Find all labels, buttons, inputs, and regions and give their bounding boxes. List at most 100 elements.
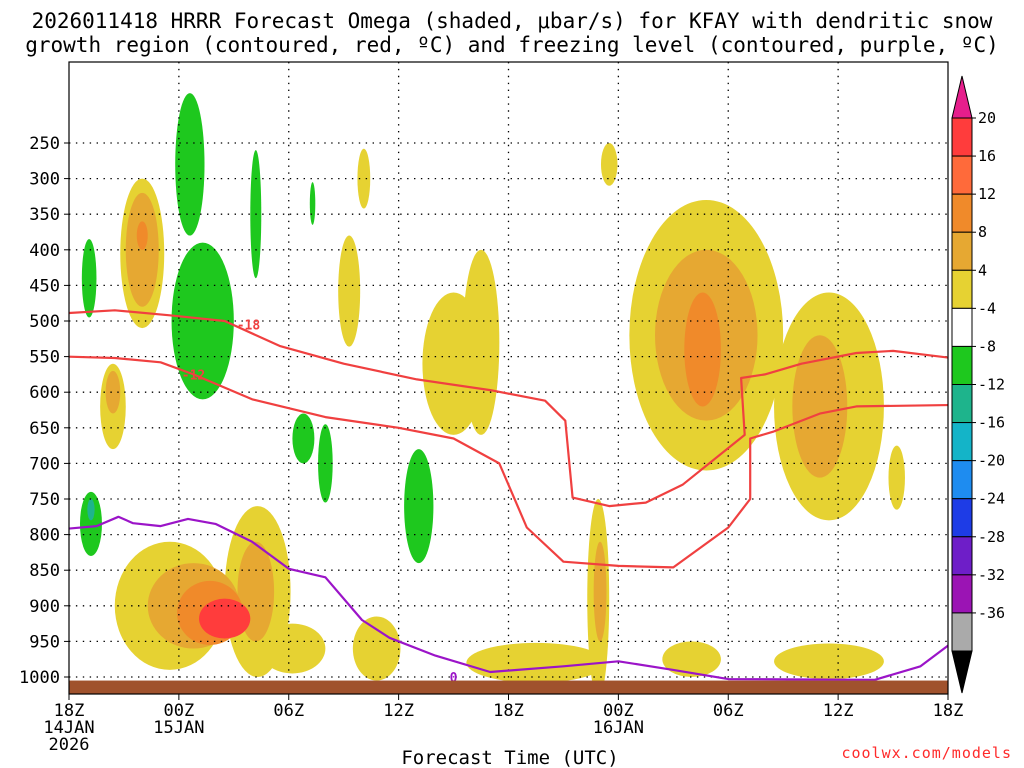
x-tick-label-0-line2: 14JAN: [43, 718, 94, 738]
x-tick-label-0-line1: 18Z: [54, 701, 85, 721]
dendritic-contour-0: [69, 309, 948, 508]
y-tick-label-800: 800: [29, 526, 60, 546]
colorbar-swatch-4: [951, 269, 973, 309]
y-tick-label-850: 850: [29, 561, 60, 581]
omega-region-positive-4-12: [338, 235, 361, 347]
y-tick-label-1000: 1000: [19, 668, 60, 688]
colorbar-swatch-7: [951, 384, 973, 424]
colorbar-swatch-13: [951, 612, 973, 652]
colorbar-label-11: -28: [978, 528, 1005, 546]
x-tick-label-12-line1: 06Z: [273, 701, 304, 721]
x-tick-label-48-line1: 18Z: [933, 701, 964, 721]
y-tick-label-650: 650: [29, 419, 60, 439]
colorbar-swatch-11: [951, 536, 973, 576]
omega-region-positive-12-2: [136, 221, 148, 250]
colorbar-swatch-12: [951, 574, 973, 614]
colorbar: 20 16 12 8 4 -4 -8 -12 -16 -20 -24 -28 -32 -36: [951, 75, 1005, 694]
y-tick-label-750: 750: [29, 490, 60, 510]
colorbar-label-10: -24: [978, 490, 1005, 508]
omega-region-negative-4-36: [292, 413, 315, 464]
x-tick-label-36-line1: 06Z: [713, 701, 744, 721]
contour-lines: -18 -12 0: [69, 309, 948, 686]
x-tick-label-24-line1: 18Z: [493, 701, 524, 721]
x-tick-label-30-line1: 00Z: [603, 701, 634, 721]
y-tick-label-600: 600: [29, 383, 60, 403]
x-tick-label-30-line2: 16JAN: [593, 718, 644, 738]
colorbar-swatch-5: [951, 307, 973, 347]
contour-label-1: -12: [182, 368, 205, 383]
colorbar-swatch-8: [951, 422, 973, 462]
colorbar-label-7: -12: [978, 376, 1005, 394]
credit-text: coolwx.com/models: [841, 744, 1012, 762]
omega-region-negative-4-31: [309, 182, 316, 225]
y-tick-label-450: 450: [29, 276, 60, 296]
omega-shading: [79, 93, 905, 694]
omega-region-positive-4-13: [357, 148, 371, 209]
omega-region-negative-12-35: [87, 499, 95, 521]
freezing-level-contour-2: [69, 515, 948, 681]
dendritic-contour-1: [69, 355, 948, 569]
y-tick-label-400: 400: [29, 241, 60, 261]
colorbar-label-9: -20: [978, 452, 1005, 470]
colorbar-swatch-10: [951, 498, 973, 538]
omega-region-positive-12-23: [684, 292, 721, 407]
omega-region-positive-8-25: [792, 335, 848, 478]
colorbar-label-5: -4: [978, 299, 996, 317]
colorbar-label-13: -36: [978, 604, 1005, 622]
colorbar-top-arrow: [951, 75, 973, 119]
x-tick-label-6-line1: 00Z: [164, 701, 195, 721]
colorbar-label-6: -8: [978, 337, 996, 355]
y-axis: 250 300 350 400 450 500 550 600 650 700 750 800 850 9…: [19, 134, 69, 688]
omega-region-positive-4-20: [600, 143, 618, 186]
x-tick-label-6-line2: 15JAN: [153, 718, 204, 738]
omega-region-negative-4-29: [175, 93, 205, 236]
x-tick-label-0-line3: 2026: [49, 735, 90, 755]
omega-region-positive-4-27: [662, 641, 721, 677]
colorbar-label-8: -16: [978, 414, 1005, 432]
colorbar-label-2: 12: [978, 185, 996, 203]
colorbar-swatch-1: [951, 155, 973, 195]
omega-region-negative-4-32: [171, 242, 234, 400]
colorbar-bottom-arrow: [951, 650, 973, 694]
plot-grid: [69, 62, 948, 694]
x-axis-label: Forecast Time (UTC): [401, 747, 618, 768]
colorbar-label-1: 16: [978, 147, 996, 165]
colorbar-swatch-2: [951, 193, 973, 233]
y-tick-label-900: 900: [29, 597, 60, 617]
omega-region-positive-4-14: [352, 616, 401, 681]
y-tick-label-300: 300: [29, 170, 60, 190]
omega-region-positive-4-11: [259, 623, 326, 674]
colorbar-label-4: 4: [978, 261, 987, 279]
colorbar-label-12: -32: [978, 566, 1005, 584]
y-tick-label-250: 250: [29, 134, 60, 154]
x-tick-label-18-line1: 12Z: [383, 701, 414, 721]
omega-region-negative-4-38: [404, 449, 434, 564]
contour-label-2: 0: [450, 671, 458, 686]
omega-region-positive-4-17: [466, 642, 606, 683]
colorbar-label-0: 20: [978, 109, 996, 127]
omega-region-positive-8-4: [105, 370, 121, 414]
colorbar-swatch-9: [951, 460, 973, 500]
colorbar-swatch-0: [951, 117, 973, 157]
y-tick-label-500: 500: [29, 312, 60, 332]
colorbar-swatch-6: [951, 345, 973, 385]
colorbar-label-3: 8: [978, 223, 987, 241]
y-tick-label-350: 350: [29, 205, 60, 225]
chart-title-line-2: growth region (contoured, red, ºC) and f…: [25, 33, 999, 57]
omega-region-negative-4-33: [81, 239, 97, 318]
ground-layer: [69, 680, 948, 694]
omega-region-positive-4-28: [774, 643, 884, 680]
colorbar-swatch-3: [951, 231, 973, 271]
omega-region-positive-8-19: [593, 541, 607, 642]
y-tick-label-700: 700: [29, 454, 60, 474]
contour-label-0: -18: [237, 319, 261, 334]
omega-region-negative-4-34: [79, 491, 102, 556]
x-tick-label-42-line1: 12Z: [823, 701, 854, 721]
omega-region-positive-4-26: [888, 445, 905, 510]
y-tick-label-550: 550: [29, 348, 60, 368]
y-tick-label-950: 950: [29, 632, 60, 652]
omega-region-positive-4-16: [462, 249, 500, 435]
chart-title-line-1: 2026011418 HRRR Forecast Omega (shaded, …: [32, 9, 993, 33]
